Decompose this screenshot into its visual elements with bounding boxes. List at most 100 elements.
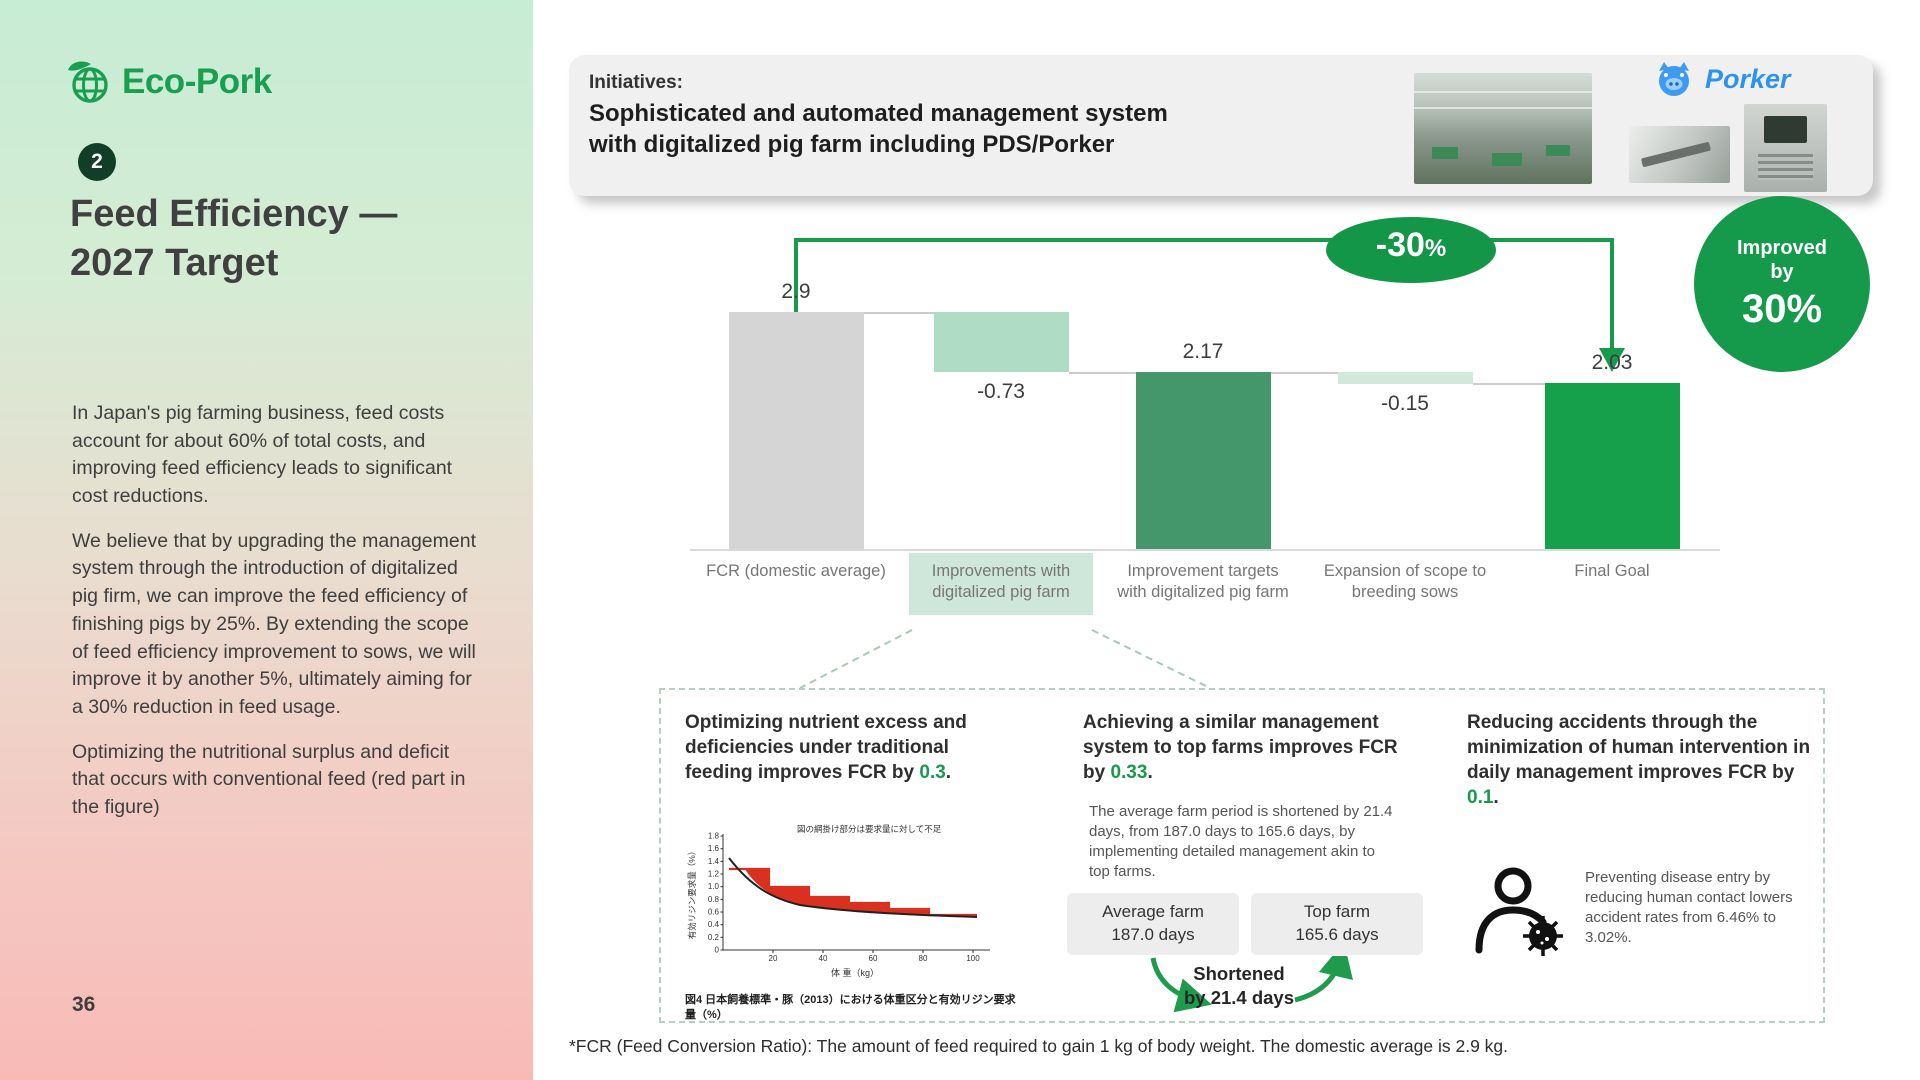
shortened-label: Shortened by 21.4 days [1129, 962, 1349, 1010]
waterfall-connector-1 [1068, 371, 1136, 374]
photo-detail [1764, 116, 1807, 143]
pig-farm-photo [1414, 73, 1592, 184]
svg-text:1.8: 1.8 [708, 832, 720, 841]
slide-number-badge: 2 [78, 143, 116, 181]
initiatives-label: Initiatives: [589, 72, 683, 93]
svg-text:0: 0 [715, 946, 720, 955]
reduction-unit: % [1424, 235, 1447, 262]
heading-text: . [1493, 787, 1499, 809]
initiatives-header: Initiatives: Sophisticated and automated… [569, 55, 1873, 196]
svg-text:0.6: 0.6 [708, 908, 720, 917]
figure-xlabel: 体 重（kg） [831, 967, 879, 978]
waterfall-bar-2 [1135, 371, 1271, 549]
waterfall-value-label-0: 2.9 [781, 280, 811, 303]
photo-detail [1414, 107, 1592, 109]
heading-value: 0.3 [919, 762, 946, 784]
heading-text: Reducing accidents through the minimizat… [1467, 712, 1811, 784]
figure-ylabel: 有効リジン要求量（%） [687, 847, 697, 940]
top-farm-box: Top farm 165.6 days [1251, 893, 1423, 955]
lysine-figure: 図の網掛け部分は要求量に対して不足 0 0.2 0.4 0.6 0.8 1.0 1.2 1.4… [685, 820, 1021, 1023]
waterfall-bar-0 [728, 312, 864, 549]
accidents-heading: Reducing accidents through the minimizat… [1467, 710, 1815, 810]
waterfall-value-label-3: -0.15 [1381, 391, 1429, 415]
waterfall-bar-4 [1544, 383, 1680, 549]
svg-text:60: 60 [869, 954, 878, 963]
photo-detail [1546, 145, 1570, 156]
page-title: Feed Efficiency — 2027 Target [70, 190, 500, 289]
page-number: 36 [72, 993, 96, 1016]
heading-text: . [945, 762, 952, 784]
improved-percent: 30% [1741, 287, 1823, 331]
figure-caption: 図4 日本飼養標準・豚（2013）における体重区分と有効リジン要求量（%） [685, 994, 1016, 1021]
reduction-value: -30 [1375, 226, 1425, 264]
heading-text: Optimizing nutrient excess and deficienc… [685, 712, 967, 784]
heading-text: . [1147, 762, 1153, 784]
pig-icon [1659, 62, 1689, 96]
eco-pork-logo: Eco-Pork [64, 58, 272, 106]
porker-logo-text: Porker [1705, 63, 1791, 94]
heading-text: Achieving a similar management system to… [1083, 712, 1398, 784]
top-farm-days: 165.6 days [1295, 925, 1379, 944]
reduction-badge: -30% [1326, 217, 1496, 283]
sidebar-paragraph-2: We believe that by upgrading the managem… [72, 529, 476, 718]
svg-text:0.4: 0.4 [708, 920, 720, 929]
callout-column-accidents: Reducing accidents through the minimizat… [1467, 710, 1815, 956]
svg-text:40: 40 [819, 954, 828, 963]
photo-detail [1432, 147, 1458, 159]
waterfall-connector-0 [863, 312, 934, 314]
heading-value: 0.33 [1110, 762, 1148, 784]
waterfall-category-4: Final Goal [1574, 562, 1650, 580]
equipment-photo [1744, 104, 1827, 192]
accidents-body: Preventing disease entry by reducing hum… [1585, 869, 1793, 946]
photo-detail [1492, 153, 1522, 166]
shortened-line2: by 21.4 days [1183, 987, 1295, 1009]
average-farm-label: Average farm [1102, 902, 1204, 922]
waterfall-category-2: Improvement targets with digitalized pig… [1117, 562, 1289, 602]
svg-text:1.0: 1.0 [708, 882, 720, 891]
svg-text:0.2: 0.2 [708, 933, 720, 942]
svg-text:1.2: 1.2 [708, 870, 720, 879]
callout-column-topfarm: Achieving a similar management system to… [1065, 710, 1423, 1015]
svg-text:80: 80 [919, 954, 928, 963]
photo-detail [1758, 154, 1813, 180]
waterfall-connector-2 [1270, 371, 1338, 374]
page-title-line1: Feed Efficiency — [70, 193, 398, 235]
average-farm-days: 187.0 days [1111, 925, 1195, 944]
heading-value: 0.1 [1467, 787, 1494, 809]
svg-text:1.4: 1.4 [708, 857, 720, 866]
topfarm-body: The average farm period is shortened by … [1089, 803, 1393, 880]
waterfall-category-1: Improvements with digitalized pig farm [909, 553, 1093, 616]
logo-text: Eco-Pork [122, 62, 272, 101]
lysine-chart: 図の網掛け部分は要求量に対して不足 0 0.2 0.4 0.6 0.8 1.0 1.2 1.4… [685, 820, 1021, 985]
globe-icon [68, 61, 108, 103]
sidebar-paragraph-1: In Japan's pig farming business, feed co… [72, 402, 453, 508]
chart-axis-line [690, 549, 1720, 551]
improved-badge: Improved by 30% [1694, 196, 1870, 372]
top-farm-label: Top farm [1303, 902, 1371, 922]
improved-line1: Improved [1736, 237, 1828, 259]
fcr-footnote: *FCR (Feed Conversion Ratio): The amount… [569, 1036, 1509, 1056]
waterfall-value-label-2: 2.17 [1182, 339, 1224, 363]
page-title-line2: 2027 Target [70, 242, 279, 285]
topfarm-heading: Achieving a similar management system to… [1065, 710, 1423, 785]
person-virus-icon [1475, 867, 1563, 956]
average-farm-box: Average farm 187.0 days [1067, 893, 1239, 955]
svg-text:20: 20 [769, 954, 778, 963]
photo-detail [1414, 91, 1592, 93]
callout-column-nutrient: Optimizing nutrient excess and deficienc… [685, 710, 1021, 1021]
waterfall-category-0: FCR (domestic average) [706, 562, 886, 580]
sidebar-body: In Japan's pig farming business, feed co… [72, 400, 486, 839]
porker-logo: Porker [1651, 61, 1791, 97]
improved-line2: by [1770, 261, 1794, 283]
sidebar: Eco-Pork 2 Feed Efficiency — 2027 Target… [0, 0, 533, 1080]
svg-text:1.6: 1.6 [708, 844, 720, 853]
figure-note: 図の網掛け部分は要求量に対して不足 [797, 824, 942, 834]
initiatives-title-line2: with digitalized pig farm including PDS/… [589, 130, 1115, 158]
waterfall-value-label-1: -0.73 [977, 379, 1025, 403]
machine-photo [1629, 126, 1730, 183]
waterfall-bar-1 [933, 312, 1069, 372]
shortened-line1: Shortened [1193, 963, 1285, 984]
waterfall-category-3: Expansion of scope to breeding sows [1323, 562, 1487, 602]
waterfall-value-label-4: 2.03 [1591, 351, 1633, 375]
